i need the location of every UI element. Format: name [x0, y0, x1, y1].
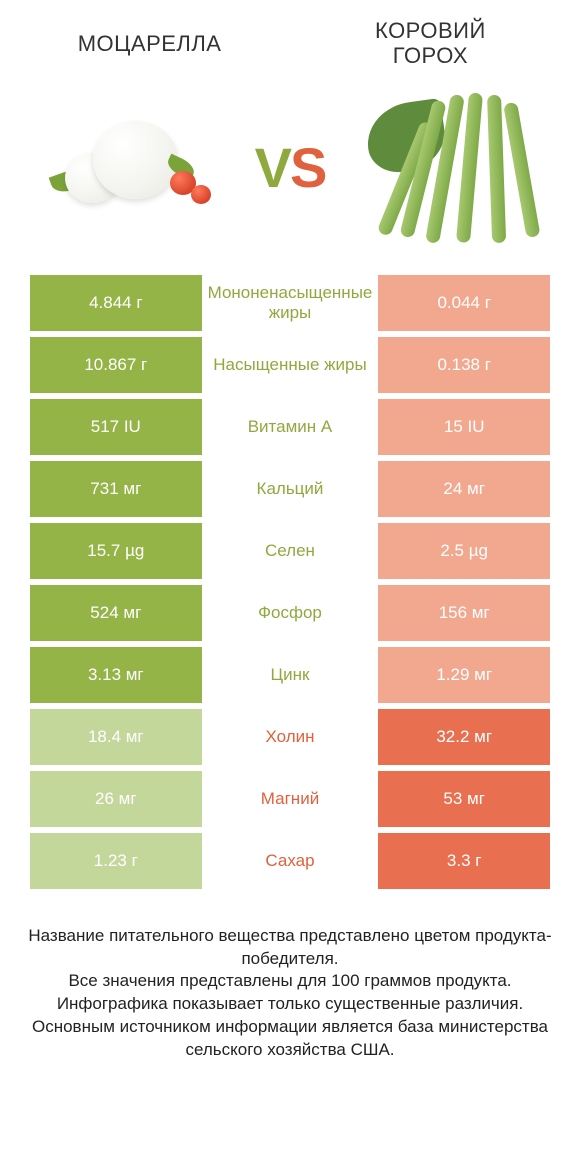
table-row: 517 IUВитамин A15 IU — [30, 399, 550, 455]
nutrient-label: Селен — [202, 523, 379, 579]
nutrient-label: Мононенасыщенные жиры — [202, 275, 379, 331]
right-value: 0.138 г — [378, 337, 550, 393]
comparison-table: 4.844 гМононенасыщенные жиры0.044 г 10.86… — [0, 275, 580, 889]
table-row: 18.4 мгХолин32.2 мг — [30, 709, 550, 765]
right-value: 1.29 мг — [378, 647, 550, 703]
right-value: 156 мг — [378, 585, 550, 641]
left-value: 15.7 µg — [30, 523, 202, 579]
table-row: 26 мгМагний53 мг — [30, 771, 550, 827]
table-row: 3.13 мгЦинк1.29 мг — [30, 647, 550, 703]
left-value: 26 мг — [30, 771, 202, 827]
mozzarella-illustration — [35, 93, 225, 243]
left-value: 4.844 г — [30, 275, 202, 331]
footer-line-4: Основным источником информации является … — [26, 1016, 554, 1062]
left-product-image — [30, 83, 230, 253]
vs-s: S — [290, 136, 325, 199]
footer-line-2: Все значения представлены для 100 граммо… — [26, 970, 554, 993]
left-value: 1.23 г — [30, 833, 202, 889]
right-product-image — [350, 83, 550, 253]
left-value: 524 мг — [30, 585, 202, 641]
right-value: 32.2 мг — [378, 709, 550, 765]
right-value: 3.3 г — [378, 833, 550, 889]
table-row: 15.7 µgСелен2.5 µg — [30, 523, 550, 579]
table-row: 731 мгКальций24 мг — [30, 461, 550, 517]
nutrient-label: Магний — [202, 771, 379, 827]
right-value: 15 IU — [378, 399, 550, 455]
table-row: 10.867 гНасыщенные жиры0.138 г — [30, 337, 550, 393]
header: МОЦАРЕЛЛА КОРОВИЙ ГОРОХ — [0, 0, 580, 75]
cowpea-illustration — [355, 83, 545, 253]
nutrient-label: Кальций — [202, 461, 379, 517]
left-value: 3.13 мг — [30, 647, 202, 703]
nutrient-label: Цинк — [202, 647, 379, 703]
right-value: 2.5 µg — [378, 523, 550, 579]
nutrient-label: Холин — [202, 709, 379, 765]
table-row: 524 мгФосфор156 мг — [30, 585, 550, 641]
product-images-row: VS — [0, 75, 580, 275]
left-value: 517 IU — [30, 399, 202, 455]
right-title-line2: ГОРОХ — [393, 43, 468, 68]
left-value: 731 мг — [30, 461, 202, 517]
footer-line-3: Инфографика показывает только существенн… — [26, 993, 554, 1016]
nutrient-label: Фосфор — [202, 585, 379, 641]
right-product-title: КОРОВИЙ ГОРОХ — [311, 18, 550, 69]
right-value: 0.044 г — [378, 275, 550, 331]
table-row: 1.23 гСахар3.3 г — [30, 833, 550, 889]
nutrient-label: Витамин A — [202, 399, 379, 455]
left-value: 18.4 мг — [30, 709, 202, 765]
right-value: 24 мг — [378, 461, 550, 517]
vs-v: V — [255, 136, 290, 199]
left-value: 10.867 г — [30, 337, 202, 393]
right-title-line1: КОРОВИЙ — [375, 18, 486, 43]
footer-line-1: Название питательного вещества представл… — [26, 925, 554, 971]
table-row: 4.844 гМононенасыщенные жиры0.044 г — [30, 275, 550, 331]
left-product-title: МОЦАРЕЛЛА — [30, 31, 269, 56]
nutrient-label: Сахар — [202, 833, 379, 889]
right-value: 53 мг — [378, 771, 550, 827]
footer-notes: Название питательного вещества представл… — [0, 895, 580, 1063]
vs-label: VS — [255, 140, 326, 196]
nutrient-label: Насыщенные жиры — [202, 337, 379, 393]
